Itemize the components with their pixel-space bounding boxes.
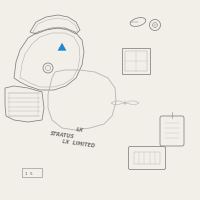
Bar bbox=[122, 48, 150, 74]
Polygon shape bbox=[57, 42, 67, 51]
Bar bbox=[134, 152, 160, 164]
Text: STRATUS: STRATUS bbox=[50, 131, 75, 139]
Text: LX  LIMITED: LX LIMITED bbox=[62, 139, 95, 149]
Bar bbox=[125, 51, 147, 71]
Text: 1  5: 1 5 bbox=[25, 172, 33, 176]
Text: LX: LX bbox=[76, 127, 84, 133]
Bar bbox=[22, 168, 42, 177]
